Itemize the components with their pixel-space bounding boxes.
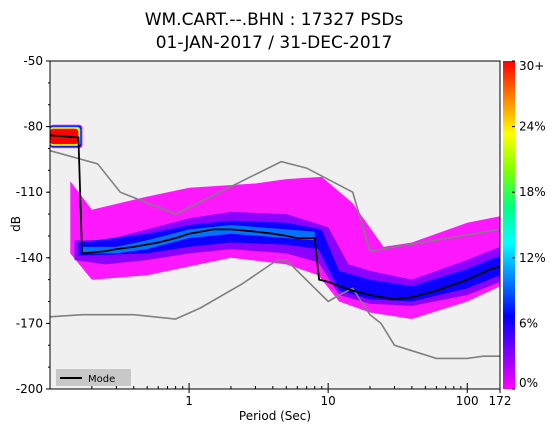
low-noise-model-line — [50, 259, 500, 360]
x-tick-label: 10 — [321, 394, 336, 408]
chart-title: WM.CART.--.BHN : 17327 PSDs — [145, 10, 404, 30]
mode-line — [50, 134, 500, 301]
legend-box — [56, 369, 131, 386]
colorbar-tick-label: 12% — [519, 251, 546, 265]
colorbar-tick-label: 24% — [519, 120, 546, 134]
high-noise-model-line — [50, 149, 500, 253]
plot-frame — [49, 60, 501, 390]
plot-area — [50, 61, 500, 389]
y-tick-label: -80 — [23, 120, 43, 134]
y-tick-label: -140 — [16, 251, 43, 265]
colorbar: 0% 6% 12% 18% 24% 30+ — [503, 59, 546, 390]
chart-subtitle: 01-JAN-2017 / 31-DEC-2017 — [156, 33, 393, 53]
legend-mode-label: Mode — [88, 374, 115, 385]
x-tick-label: 172 — [489, 394, 512, 408]
legend: Mode — [56, 369, 131, 386]
colorbar-tick-label: 30+ — [519, 59, 544, 73]
axes: 1 10 100 172 -50 -80 -110 -140 -170 -200 — [16, 54, 512, 408]
y-tick-label: -170 — [16, 316, 43, 330]
y-tick-label: -50 — [23, 54, 43, 68]
y-tick-label: -110 — [16, 185, 43, 199]
y-axis-label: dB — [9, 216, 23, 232]
density-band-2 — [78, 220, 500, 302]
y-tick-label: -200 — [16, 382, 43, 396]
x-tick-label: 1 — [185, 394, 193, 408]
colorbar-tick-label: 0% — [519, 376, 538, 390]
colorbar-tick-label: 6% — [519, 316, 538, 330]
x-axis-label: Period (Sec) — [239, 409, 311, 423]
colorbar-tick-label: 18% — [519, 185, 546, 199]
colorbar-scale — [503, 61, 515, 389]
x-tick-label: 100 — [456, 394, 479, 408]
